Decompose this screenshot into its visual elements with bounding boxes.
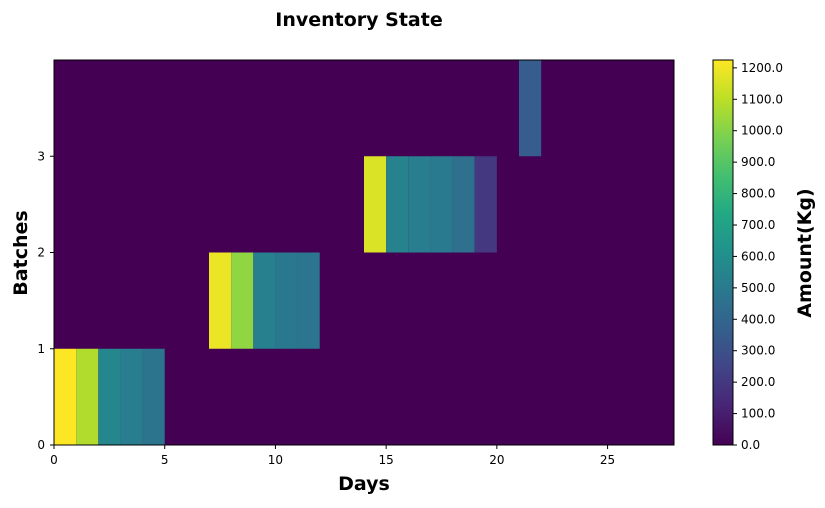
colorbar-tick-label: 0.0	[741, 438, 760, 452]
colorbar-frame	[712, 59, 734, 446]
y-tick-label: 3	[37, 149, 45, 163]
heatmap-cell-batch0-day4	[142, 348, 165, 445]
heatmap-plot-area	[53, 59, 675, 446]
x-tick-label: 20	[489, 453, 504, 467]
colorbar-tick-label: 700.0	[741, 218, 775, 232]
heatmap-cell-batch0-day3	[120, 348, 143, 445]
heatmap-cell-batch2-day14	[364, 156, 387, 253]
colorbar: 0.0 100.0 200.0 300.0 400.0 500.0 600.0 700.0 80…	[712, 59, 783, 452]
heatmap-cell-batch1-day8	[231, 252, 254, 349]
colorbar-tick-label: 900.0	[741, 155, 775, 169]
colorbar-tick-label: 300.0	[741, 344, 775, 358]
y-axis-label: Batches	[10, 210, 32, 295]
heatmap-cell-batch2-day19	[474, 156, 497, 253]
heatmap-cell-batch1-day10	[275, 252, 298, 349]
x-tick-label: 25	[600, 453, 615, 467]
y-axis-ticks: 0 1 2 3	[37, 149, 54, 452]
colorbar-tick-label: 100.0	[741, 407, 775, 421]
heatmap-cell-batch2-day16	[408, 156, 431, 253]
heatmap-cells	[54, 60, 542, 445]
y-tick-label: 0	[37, 438, 45, 452]
heatmap-cell-batch1-day9	[253, 252, 276, 349]
heatmap-cell-batch1-day7	[209, 252, 232, 349]
heatmap-cell-batch0-day0	[54, 348, 77, 445]
heatmap-cell-batch3-day21	[519, 60, 542, 157]
colorbar-tick-label: 600.0	[741, 249, 775, 263]
heatmap-cell-batch2-day17	[430, 156, 453, 253]
colorbar-tick-label: 1200.0	[741, 61, 783, 75]
y-tick-label: 1	[37, 342, 45, 356]
x-tick-label: 15	[379, 453, 394, 467]
colorbar-tick-label: 200.0	[741, 375, 775, 389]
x-tick-label: 10	[268, 453, 283, 467]
colorbar-tick-label: 800.0	[741, 187, 775, 201]
x-axis-ticks: 0 5 10 15 20 25	[50, 445, 615, 467]
colorbar-tick-label: 1100.0	[741, 92, 783, 106]
y-tick-label: 2	[37, 246, 45, 260]
colorbar-tick-label: 400.0	[741, 312, 775, 326]
heatmap-cell-batch1-day11	[297, 252, 320, 349]
colorbar-gradient	[713, 60, 733, 445]
heatmap-cell-batch2-day15	[386, 156, 409, 253]
heatmap-cell-batch0-day1	[76, 348, 99, 445]
x-tick-label: 5	[161, 453, 169, 467]
x-tick-label: 0	[50, 453, 58, 467]
colorbar-tick-label: 500.0	[741, 281, 775, 295]
colorbar-tick-label: 1000.0	[741, 124, 783, 138]
heatmap-cell-batch2-day18	[452, 156, 475, 253]
heatmap-cell-batch0-day2	[98, 348, 121, 445]
chart-title: Inventory State	[275, 9, 442, 31]
colorbar-ticks: 0.0 100.0 200.0 300.0 400.0 500.0 600.0 700.0 80…	[733, 61, 783, 452]
colorbar-label: Amount(Kg)	[794, 188, 816, 317]
x-axis-label: Days	[338, 473, 390, 495]
